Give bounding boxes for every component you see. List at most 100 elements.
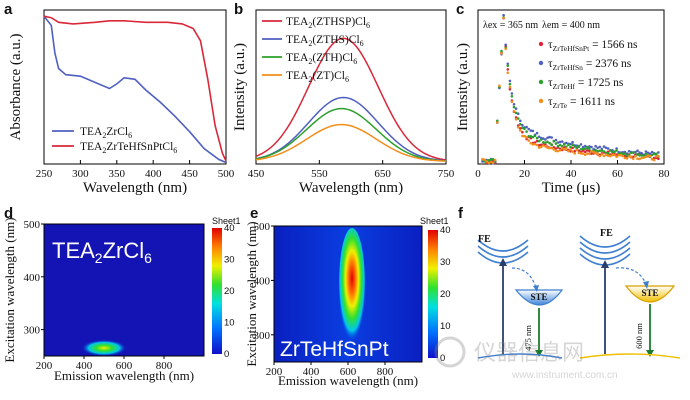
data-point-c: [577, 149, 581, 152]
x-axis-label-e: Emission wavelength (nm): [278, 373, 418, 388]
data-point-c: [512, 105, 516, 109]
data-point-c: [521, 130, 524, 134]
data-point-c: [594, 144, 597, 148]
data-point-c: [525, 130, 528, 133]
data-point-c: [590, 152, 593, 155]
data-point-c: [506, 62, 510, 66]
data-point-c: [575, 146, 579, 149]
y-tick-label: 300: [254, 330, 271, 342]
series-line-b-2: [255, 107, 447, 162]
data-point-c: [525, 125, 528, 129]
emission-arrowhead-left: [535, 350, 543, 357]
data-point-c: [496, 121, 499, 124]
data-point-c: [510, 100, 514, 103]
data-point-c: [619, 153, 623, 157]
data-point-c: [544, 141, 547, 144]
data-point-c: [644, 155, 648, 158]
data-point-c: [537, 139, 541, 143]
data-point-c: [508, 82, 512, 86]
series-line-b-3: [255, 123, 446, 162]
x-tick-label-a: 450: [181, 168, 198, 180]
data-point-c: [565, 147, 568, 150]
data-point-c: [550, 136, 553, 139]
data-point-c: [613, 153, 616, 157]
x-ticks-c: 0 20 40 60 80: [475, 160, 670, 180]
data-point-c: [560, 146, 564, 150]
panel-b: b 450 550 650 750 Wavelength (nm) Intensity…: [232, 1, 455, 196]
data-point-c: [621, 151, 625, 154]
data-point-c: [613, 150, 616, 154]
x-tick-label-c: 40: [566, 168, 578, 180]
data-point-c: [642, 156, 646, 159]
watermark-logo-icon: [434, 336, 466, 368]
x-tick-label-b: 450: [248, 168, 265, 180]
data-point-c: [542, 137, 545, 140]
relaxation-arrow-right: [615, 267, 647, 285]
y-axis-label-a: Absorbance (a.u.): [8, 33, 24, 140]
colorbar-tick-label: 30: [224, 255, 235, 266]
data-point-c: [623, 156, 627, 160]
series-lines-b: [255, 37, 447, 162]
data-point-c: [609, 154, 612, 158]
data-point-c: [648, 154, 652, 158]
data-point-c: [588, 147, 591, 150]
data-point-c: [506, 64, 510, 67]
data-point-c: [502, 16, 505, 20]
panel-label-a: a: [4, 1, 13, 18]
y-tick-label: 500: [24, 219, 41, 231]
data-point-c: [604, 146, 608, 150]
colorbar-tick-label: 40: [440, 225, 451, 236]
energy-scheme-right: FE STE 600 nm: [579, 228, 681, 359]
x-tick-label-c: 0: [475, 168, 481, 180]
data-point-c: [556, 141, 560, 144]
y-tick-label: 400: [254, 275, 271, 287]
data-point-c: [533, 134, 537, 138]
data-point-c: [581, 152, 585, 155]
data-point-c: [657, 154, 660, 158]
x-ticks-b: 450 550 650 750: [248, 160, 455, 180]
colorbar-ticks-d: 0 10 20 30 40: [224, 223, 235, 360]
data-point-c: [535, 143, 539, 147]
heatmap-title-d: TEA2ZrCl6: [52, 238, 152, 266]
x-tick-label: 600: [340, 366, 357, 378]
data-point-c: [621, 152, 625, 156]
data-point-c: [573, 149, 576, 153]
data-point-c: [596, 146, 599, 150]
legend-label: TEA2(ZTHS)Cl6: [286, 34, 364, 48]
data-point-c: [629, 151, 633, 154]
data-point-c: [646, 151, 650, 155]
y-axis-label-d: Excitation wavelength (nm): [2, 217, 17, 362]
data-point-c: [504, 47, 508, 51]
data-point-c: [581, 145, 585, 149]
legend-label: TEA2(ZTHSP)Cl6: [286, 16, 370, 30]
x-tick-label-c: 60: [612, 168, 624, 180]
data-point-c: [652, 156, 656, 160]
data-point-c: [634, 150, 637, 154]
data-point-c: [556, 144, 560, 148]
data-point-c: [646, 154, 650, 157]
series-line-a-0: [43, 15, 227, 164]
panel-label-c: c: [456, 1, 464, 18]
data-point-c: [531, 129, 535, 133]
energy-scheme-left: FE STE 475 nm: [477, 234, 564, 359]
annotation-excitation: λex = 365 nm: [483, 20, 538, 31]
data-point-c: [514, 107, 518, 110]
watermark-text: 仪器信息网: [474, 341, 584, 366]
legend-marker-c: [538, 60, 544, 66]
fe-label-right: FE: [600, 228, 613, 239]
data-point-c: [535, 136, 539, 140]
data-point-c: [529, 136, 533, 140]
y-axis-label-e: Excitation wavelength (nm): [244, 221, 259, 366]
x-tick-label-a: 500: [218, 168, 235, 180]
data-point-c: [592, 147, 595, 151]
data-point-c: [598, 149, 602, 153]
data-point-c: [489, 161, 493, 164]
ste-well-right: [624, 285, 676, 303]
data-point-c: [537, 146, 541, 149]
data-point-c: [546, 146, 549, 149]
data-point-c: [487, 161, 491, 165]
data-point-c: [644, 150, 648, 153]
data-point-c: [583, 144, 587, 148]
data-point-c: [531, 135, 535, 139]
